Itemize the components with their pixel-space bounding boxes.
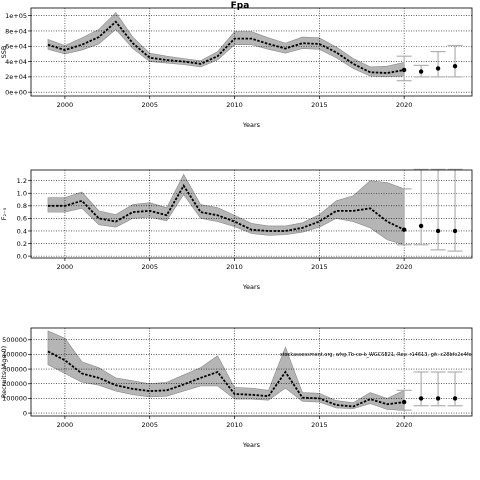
x-tick-label: 2015 — [311, 263, 328, 271]
y-tick-label: 0.2 — [17, 240, 27, 248]
estimate-line — [47, 350, 405, 408]
x-axis-label: Years — [242, 441, 261, 449]
y-tick-label: 0.0 — [17, 252, 27, 260]
x-tick-label: 2015 — [311, 101, 328, 109]
figure-title: Fpa — [231, 1, 250, 11]
estimate-line — [47, 183, 405, 232]
fishing-mortality-panel: 2000 2005 2010 2015 2020 0.0 0.2 0.4 0.6 0.8 1.0 1.… — [0, 168, 473, 291]
y-tick-label: 4e+04 — [5, 58, 27, 66]
y-axis-label: Recruits (Age 0) — [0, 346, 8, 398]
y-tick-label: 2e+04 — [5, 73, 27, 81]
y-tick-label: 200000 — [2, 380, 27, 388]
y-tick-label: 1e+05 — [5, 12, 27, 20]
x-axis-label: Years — [242, 283, 261, 291]
forecast-point — [452, 228, 458, 234]
x-tick-label: 2000 — [57, 101, 74, 109]
confidence-band — [47, 173, 405, 246]
recruitment-panel: 2000 2005 2010 2015 2020 0 100000 200000 300000 4… — [0, 327, 473, 449]
forecast-point — [401, 227, 407, 232]
forecast-point — [418, 69, 424, 74]
plot-frame — [30, 327, 473, 417]
x-tick-label: 2010 — [226, 263, 243, 271]
forecast-point — [435, 396, 441, 401]
x-tick-label: 2010 — [226, 421, 243, 429]
y-tick-label: 0.4 — [17, 227, 27, 235]
x-tick-label: 2020 — [396, 421, 413, 429]
y-tick-label: 0 — [23, 409, 27, 417]
x-tick-label: 2010 — [226, 101, 243, 109]
forecast-point — [401, 399, 407, 405]
forecast-point — [435, 228, 441, 234]
y-tick-label: 500000 — [2, 336, 27, 344]
ssb-panel: 2000 2005 2010 2015 2020 0e+00 2e+04 4e+04 6e+04… — [0, 7, 473, 129]
forecast-point — [452, 396, 458, 401]
y-tick-label: 8e+04 — [5, 27, 27, 35]
forecast-point — [418, 223, 424, 229]
x-tick-label: 2005 — [141, 263, 158, 271]
forecast-point — [401, 67, 407, 73]
forecast-point — [452, 63, 458, 69]
x-tick-label: 2005 — [141, 101, 158, 109]
y-tick-label: 0.6 — [17, 215, 27, 223]
x-tick-label: 2005 — [141, 421, 158, 429]
x-tick-label: 2020 — [396, 263, 413, 271]
y-tick-label: 0e+00 — [5, 88, 27, 96]
y-tick-label: 300000 — [2, 365, 27, 373]
y-axis-label: SSB — [0, 46, 8, 59]
plot-frame — [30, 169, 473, 259]
y-tick-label: 100000 — [2, 395, 27, 403]
y-tick-label: 1.0 — [17, 190, 27, 198]
x-tick-label: 2015 — [311, 421, 328, 429]
x-tick-label: 2000 — [57, 421, 74, 429]
y-axis-label: F₂₋₅ — [0, 207, 8, 220]
forecast-point — [418, 396, 424, 401]
estimate-line — [47, 20, 405, 74]
x-tick-label: 2020 — [396, 101, 413, 109]
y-tick-label: 1.2 — [17, 177, 27, 185]
x-tick-label: 2000 — [57, 263, 74, 271]
source-annotation: stockassessment.org, whg.7b-ce-k_WGCSE21… — [280, 352, 471, 358]
confidence-band — [47, 12, 405, 78]
x-axis-label: Years — [242, 121, 261, 129]
y-tick-label: 0.8 — [17, 202, 27, 210]
y-tick-label: 400000 — [2, 351, 27, 359]
y-tick-label: 6e+04 — [5, 43, 27, 51]
plot-frame — [30, 7, 473, 97]
forecast-point — [435, 66, 441, 71]
